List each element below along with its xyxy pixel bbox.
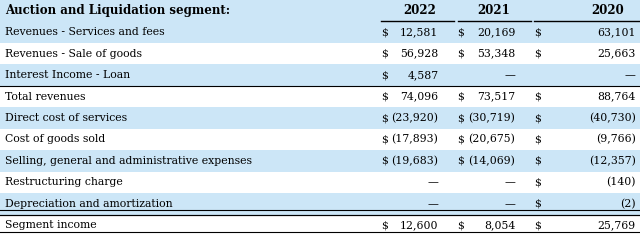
- Text: (14,069): (14,069): [468, 156, 515, 166]
- Bar: [0, 64, 640, 86]
- Text: Depreciation and amortization: Depreciation and amortization: [5, 199, 173, 209]
- Text: —: —: [625, 70, 636, 80]
- Text: —: —: [428, 177, 438, 187]
- Text: (19,683): (19,683): [392, 156, 438, 166]
- Text: 12,581: 12,581: [400, 27, 438, 37]
- Text: (20,675): (20,675): [468, 134, 515, 145]
- Text: $: $: [381, 113, 388, 123]
- Text: Segment income: Segment income: [5, 220, 97, 230]
- Text: $: $: [534, 135, 541, 144]
- Text: $: $: [381, 92, 388, 101]
- Text: (23,920): (23,920): [392, 113, 438, 123]
- Text: $: $: [458, 27, 465, 37]
- Text: (140): (140): [606, 177, 636, 188]
- Text: Restructuring charge: Restructuring charge: [5, 177, 123, 187]
- Bar: [0, 172, 640, 193]
- Text: 4,587: 4,587: [407, 70, 438, 80]
- Text: 12,600: 12,600: [400, 220, 438, 230]
- Text: (17,893): (17,893): [392, 134, 438, 145]
- Bar: [0, 0, 640, 21]
- Text: 25,663: 25,663: [597, 49, 636, 59]
- Text: 88,764: 88,764: [597, 92, 636, 101]
- Bar: [0, 150, 640, 172]
- Text: —: —: [504, 70, 515, 80]
- Text: $: $: [381, 156, 388, 166]
- Text: (2): (2): [620, 199, 636, 209]
- Bar: [0, 107, 640, 129]
- Text: 53,348: 53,348: [477, 49, 515, 59]
- Text: $: $: [534, 156, 541, 166]
- Bar: [0, 86, 640, 107]
- Text: 25,769: 25,769: [597, 220, 636, 230]
- Bar: [0, 193, 640, 215]
- Text: $: $: [381, 49, 388, 59]
- Text: Revenues - Services and fees: Revenues - Services and fees: [5, 27, 164, 37]
- Text: —: —: [428, 199, 438, 209]
- Bar: [0, 21, 640, 43]
- Bar: [0, 43, 640, 64]
- Text: $: $: [458, 113, 465, 123]
- Text: 63,101: 63,101: [597, 27, 636, 37]
- Text: Cost of goods sold: Cost of goods sold: [5, 135, 106, 144]
- Text: 8,054: 8,054: [484, 220, 515, 230]
- Text: Selling, general and administrative expenses: Selling, general and administrative expe…: [5, 156, 252, 166]
- Text: 56,928: 56,928: [400, 49, 438, 59]
- Text: $: $: [381, 135, 388, 144]
- Text: $: $: [534, 27, 541, 37]
- Text: Auction and Liquidation segment:: Auction and Liquidation segment:: [5, 4, 230, 17]
- Text: —: —: [504, 199, 515, 209]
- Text: 20,169: 20,169: [477, 27, 515, 37]
- Text: (9,766): (9,766): [596, 134, 636, 145]
- Text: $: $: [534, 113, 541, 123]
- Text: $: $: [381, 70, 388, 80]
- Text: $: $: [458, 49, 465, 59]
- Text: (12,357): (12,357): [589, 156, 636, 166]
- Text: $: $: [458, 135, 465, 144]
- Text: $: $: [534, 199, 541, 209]
- Bar: [0, 215, 640, 236]
- Text: Revenues - Sale of goods: Revenues - Sale of goods: [5, 49, 142, 59]
- Text: $: $: [534, 220, 541, 230]
- Text: $: $: [381, 220, 388, 230]
- Text: 2020: 2020: [591, 4, 624, 17]
- Text: $: $: [458, 220, 465, 230]
- Text: $: $: [381, 27, 388, 37]
- Text: $: $: [534, 177, 541, 187]
- Text: Total revenues: Total revenues: [5, 92, 86, 101]
- Text: $: $: [458, 156, 465, 166]
- Text: 2021: 2021: [477, 4, 511, 17]
- Text: (40,730): (40,730): [589, 113, 636, 123]
- Text: (30,719): (30,719): [468, 113, 515, 123]
- Text: $: $: [534, 92, 541, 101]
- Text: $: $: [534, 49, 541, 59]
- Text: 2022: 2022: [403, 4, 436, 17]
- Text: —: —: [504, 177, 515, 187]
- Bar: [0, 129, 640, 150]
- Text: Interest Income - Loan: Interest Income - Loan: [5, 70, 131, 80]
- Text: $: $: [458, 92, 465, 101]
- Text: 74,096: 74,096: [400, 92, 438, 101]
- Text: 73,517: 73,517: [477, 92, 515, 101]
- Text: Direct cost of services: Direct cost of services: [5, 113, 127, 123]
